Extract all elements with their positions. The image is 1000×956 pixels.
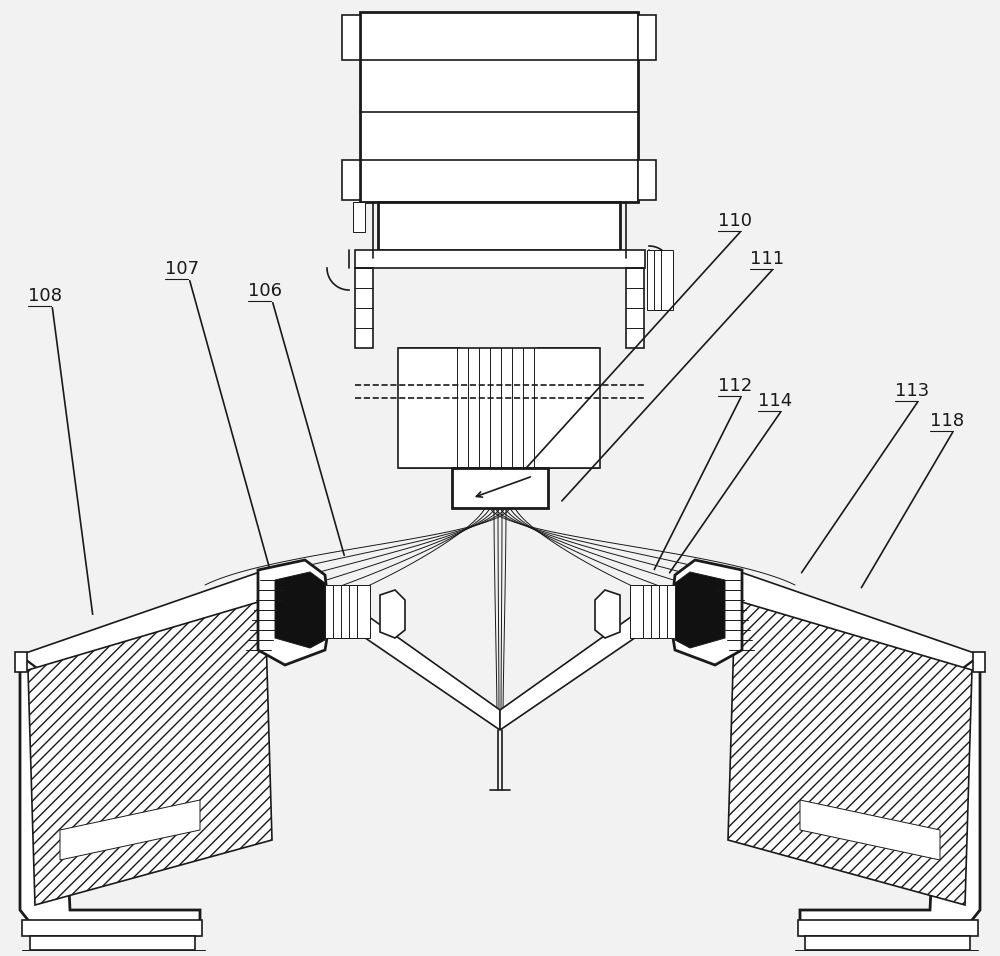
Bar (360, 12, 638, 202)
Polygon shape (705, 565, 980, 685)
Bar (626, 268, 644, 348)
Polygon shape (60, 800, 200, 860)
Polygon shape (295, 570, 500, 730)
Polygon shape (630, 585, 643, 638)
Bar (342, 15, 360, 60)
Polygon shape (662, 585, 675, 638)
Bar (400, 348, 460, 468)
Bar (355, 268, 373, 348)
Polygon shape (28, 600, 272, 905)
Polygon shape (20, 655, 200, 935)
Polygon shape (728, 600, 972, 905)
Polygon shape (275, 572, 325, 648)
Bar (661, 250, 673, 310)
Bar (452, 468, 548, 508)
Polygon shape (380, 590, 405, 638)
Polygon shape (341, 585, 354, 638)
Bar (647, 250, 659, 310)
Polygon shape (654, 585, 667, 638)
Bar (638, 15, 656, 60)
Polygon shape (800, 800, 940, 860)
Bar (638, 160, 656, 200)
Polygon shape (325, 585, 338, 638)
Text: 111: 111 (750, 250, 784, 268)
Polygon shape (258, 560, 330, 665)
Bar (654, 250, 666, 310)
Polygon shape (675, 572, 725, 648)
Text: 110: 110 (718, 212, 752, 230)
Polygon shape (800, 655, 980, 935)
Bar (342, 160, 360, 200)
Text: 118: 118 (930, 412, 964, 430)
Bar (973, 652, 985, 672)
Polygon shape (670, 560, 742, 665)
Text: 106: 106 (248, 282, 282, 300)
Text: 112: 112 (718, 377, 752, 395)
Text: 113: 113 (895, 382, 929, 400)
Text: 108: 108 (28, 287, 62, 305)
Polygon shape (638, 585, 651, 638)
Polygon shape (500, 570, 705, 730)
Bar (538, 348, 598, 468)
Bar (22, 920, 202, 936)
Polygon shape (357, 585, 370, 638)
Bar (798, 920, 978, 936)
Bar (15, 652, 27, 672)
Polygon shape (349, 585, 362, 638)
Polygon shape (20, 565, 295, 685)
Polygon shape (646, 585, 659, 638)
Bar (353, 202, 365, 232)
Text: 107: 107 (165, 260, 199, 278)
Bar (355, 250, 645, 268)
Text: 114: 114 (758, 392, 792, 410)
Bar (805, 936, 970, 950)
Polygon shape (333, 585, 346, 638)
Bar (398, 348, 600, 468)
Bar (30, 936, 195, 950)
Bar (378, 202, 620, 250)
Polygon shape (595, 590, 620, 638)
